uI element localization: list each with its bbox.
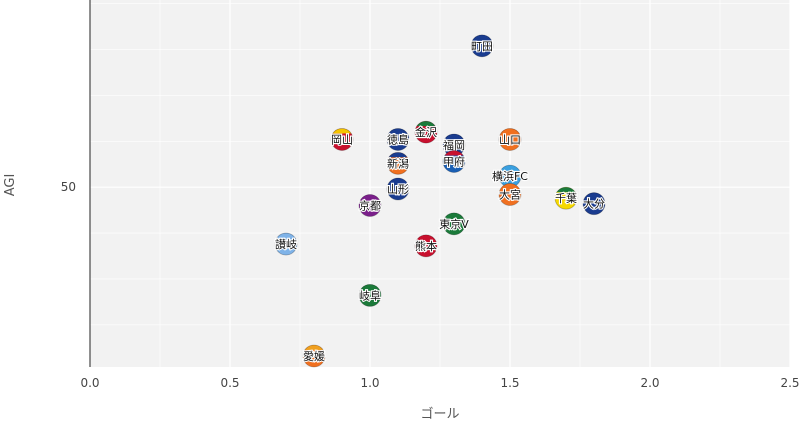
point-marker-stripe [555, 187, 577, 193]
point-marker-stripe [387, 128, 409, 134]
x-tick-label: 2.5 [780, 376, 799, 390]
y-tick-label: 50 [61, 180, 76, 194]
point-marker-stripe [387, 152, 409, 158]
x-tick-label: 1.5 [500, 376, 519, 390]
point-label: 岐阜 [359, 289, 381, 302]
data-point[interactable]: 大分 [582, 192, 606, 216]
point-marker-stripe [583, 192, 605, 198]
x-tick-label: 2.0 [640, 376, 659, 390]
grid-lines [89, 0, 791, 367]
point-marker [275, 233, 297, 256]
point-label: 金沢 [415, 125, 437, 139]
point-marker [387, 178, 409, 201]
x-tick-label: 0.5 [220, 376, 239, 390]
point-marker [583, 192, 605, 215]
point-label: 大分 [583, 197, 605, 211]
point-marker [415, 234, 437, 257]
data-point[interactable]: 金沢 [414, 120, 438, 144]
data-point[interactable]: 千葉 [554, 186, 578, 210]
x-tick-label: 0.0 [80, 376, 99, 390]
point-marker [359, 284, 381, 307]
point-label: 山形 [387, 183, 409, 196]
point-marker [443, 150, 465, 173]
data-point[interactable]: 愛媛 [302, 344, 326, 368]
point-label: 福岡 [443, 138, 465, 152]
point-label: 東京V [439, 217, 469, 231]
point-label: 讃岐 [275, 238, 297, 251]
data-point[interactable]: 新潟 [386, 151, 410, 175]
point-marker-stripe [331, 128, 353, 134]
point-label: 町田 [471, 40, 493, 53]
point-label: 愛媛 [303, 349, 325, 363]
point-marker-stripe [275, 233, 297, 239]
point-label: 熊本 [415, 239, 437, 253]
point-marker-stripe [443, 212, 465, 218]
point-marker [499, 165, 521, 188]
point-marker [359, 194, 381, 217]
point-marker-stripe [359, 284, 381, 290]
data-point[interactable]: 京都 [358, 194, 382, 217]
point-marker [555, 187, 577, 210]
point-marker [443, 133, 465, 156]
data-point[interactable]: 大宮 [498, 183, 522, 206]
data-point[interactable]: 山口 [498, 128, 522, 151]
data-point[interactable]: 山形 [386, 177, 410, 201]
point-marker [499, 128, 521, 151]
data-point[interactable]: 熊本 [414, 234, 438, 258]
point-marker-stripe [359, 194, 381, 200]
x-axis-title: ゴール [420, 406, 459, 422]
point-marker-stripe [499, 183, 521, 189]
data-point[interactable]: 讃岐 [274, 232, 298, 256]
point-label: 岡山 [331, 133, 353, 146]
data-point[interactable]: 横浜FC [491, 164, 529, 188]
point-label: 横浜FC [492, 169, 528, 183]
point-marker-stripe [443, 133, 465, 139]
data-point[interactable]: 東京V [438, 212, 470, 236]
point-marker [499, 183, 521, 206]
point-marker [415, 121, 437, 144]
point-label: 新潟 [387, 156, 409, 170]
x-tick-label: 1.0 [360, 376, 379, 390]
point-marker [471, 34, 493, 57]
point-label: 大宮 [499, 188, 521, 202]
point-marker-stripe [443, 150, 465, 156]
point-label: 山口 [499, 133, 521, 146]
data-point[interactable]: 徳島 [386, 128, 410, 151]
point-label: 徳島 [387, 132, 409, 146]
point-marker-stripe [415, 121, 437, 127]
point-marker-stripe [499, 128, 521, 134]
point-marker-stripe [415, 234, 437, 240]
data-point[interactable]: 甲府 [442, 150, 466, 173]
y-axis-title: AGI [3, 174, 18, 197]
point-marker [331, 128, 353, 151]
point-marker-stripe [303, 344, 325, 350]
point-marker-stripe [387, 178, 409, 184]
data-point[interactable]: 岐阜 [358, 284, 382, 307]
data-point[interactable]: 岡山 [330, 128, 354, 151]
point-marker [303, 344, 325, 367]
point-marker-stripe [471, 34, 493, 40]
point-label: 千葉 [555, 191, 577, 205]
data-point[interactable]: 町田 [470, 34, 494, 58]
point-marker-stripe [499, 165, 521, 171]
point-marker [387, 128, 409, 151]
point-marker [443, 212, 465, 235]
point-label: 京都 [359, 199, 381, 213]
data-point[interactable]: 福岡 [442, 133, 466, 157]
point-label: 甲府 [443, 154, 465, 168]
point-marker [387, 152, 409, 175]
